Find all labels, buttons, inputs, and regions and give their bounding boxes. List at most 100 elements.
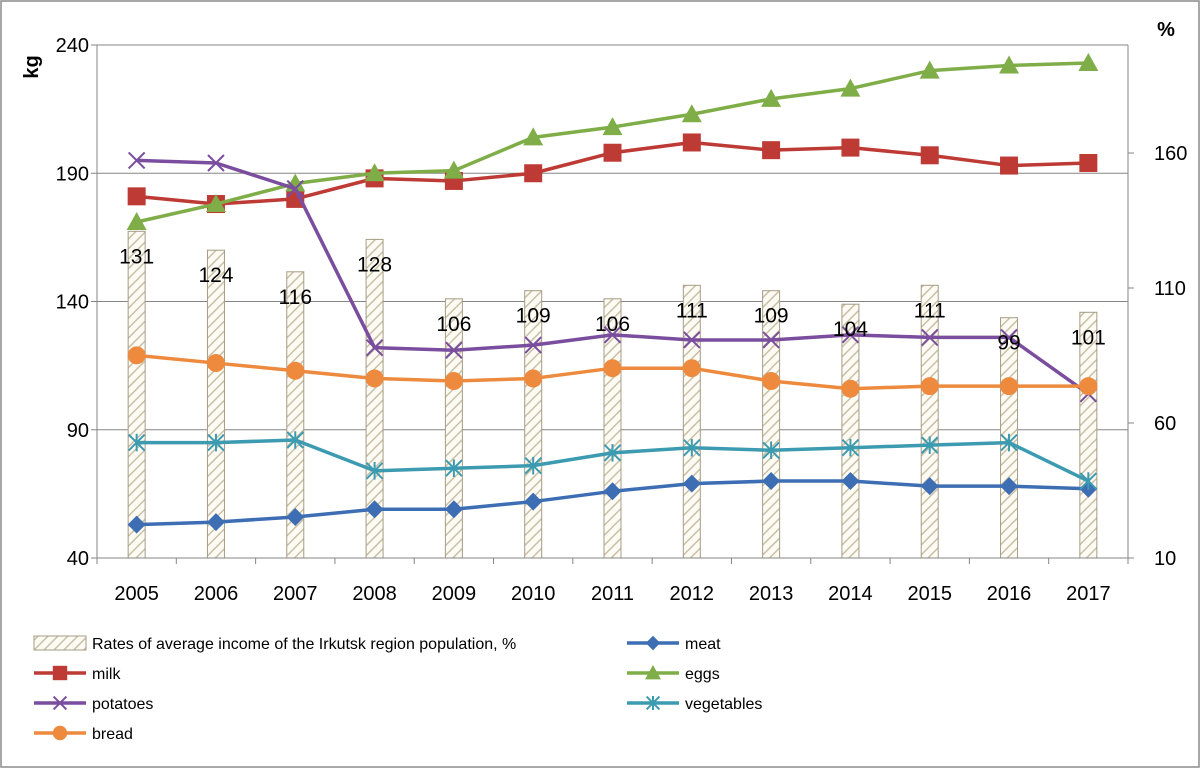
x-tick-label: 2017 bbox=[1066, 583, 1111, 605]
circle-marker bbox=[682, 359, 701, 378]
x-tick-label: 2014 bbox=[828, 583, 873, 605]
x-marker-stroke bbox=[683, 331, 701, 349]
left-tick-label: 140 bbox=[56, 292, 89, 314]
square-marker bbox=[52, 665, 68, 681]
diamond-marker bbox=[762, 472, 781, 491]
circle-marker bbox=[444, 372, 463, 391]
x-marker bbox=[762, 331, 780, 349]
x-marker-stroke bbox=[524, 336, 542, 354]
diamond-marker bbox=[524, 492, 543, 511]
bar bbox=[127, 230, 146, 559]
bar bbox=[762, 290, 781, 559]
x-tick-label: 2008 bbox=[352, 583, 397, 605]
triangle-marker bbox=[840, 78, 861, 97]
square-marker bbox=[920, 146, 939, 165]
legend-label: Rates of average income of the Irkutsk r… bbox=[92, 636, 516, 653]
triangle-marker bbox=[999, 55, 1020, 74]
legend-label: bread bbox=[92, 726, 133, 743]
x-marker-stroke bbox=[127, 151, 146, 170]
diamond-marker bbox=[645, 635, 661, 651]
diamond-marker bbox=[603, 482, 622, 501]
circle-marker bbox=[286, 361, 305, 380]
circle-marker bbox=[762, 372, 781, 391]
right-tick-label: 10 bbox=[1154, 548, 1176, 570]
triangle-marker bbox=[126, 211, 147, 230]
circle-marker bbox=[206, 354, 225, 373]
legend-item: milk bbox=[34, 665, 121, 683]
legend-item: vegetables bbox=[627, 695, 762, 713]
bar bbox=[682, 284, 701, 559]
x-marker-stroke bbox=[207, 154, 225, 172]
star-marker bbox=[524, 456, 542, 475]
star-marker bbox=[207, 433, 225, 452]
square-marker bbox=[1000, 156, 1019, 175]
x-tick-label: 2012 bbox=[670, 583, 715, 605]
star-marker bbox=[365, 461, 384, 480]
bar-data-label: 111 bbox=[914, 299, 946, 322]
circle-marker bbox=[920, 377, 939, 396]
series-eggs bbox=[126, 52, 1099, 230]
left-tick-label: 40 bbox=[67, 548, 89, 570]
circle-marker bbox=[52, 725, 68, 741]
x-marker-stroke bbox=[762, 331, 780, 349]
bar bbox=[524, 290, 543, 559]
bar-data-label: 104 bbox=[833, 318, 868, 341]
right-tick-label: 110 bbox=[1154, 278, 1186, 300]
bar-data-labels: 131 124 116 128 106 109 106 111 109 104 111 99 101 bbox=[119, 245, 1106, 354]
star-marker bbox=[762, 441, 780, 460]
x-marker bbox=[445, 341, 463, 359]
bar-data-label: 131 bbox=[119, 245, 154, 268]
bar bbox=[841, 303, 860, 559]
legend: Rates of average income of the Irkutsk r… bbox=[33, 635, 762, 743]
star-marker bbox=[1000, 433, 1018, 452]
diamond-marker bbox=[682, 474, 701, 493]
legend-item: bread bbox=[34, 725, 133, 743]
diamond-marker bbox=[920, 477, 939, 496]
diamond-marker bbox=[206, 513, 225, 532]
x-marker bbox=[52, 695, 68, 711]
square-marker bbox=[524, 164, 543, 183]
x-marker-stroke bbox=[286, 179, 304, 198]
x-tick-label: 2016 bbox=[987, 583, 1032, 605]
series-vegetables bbox=[127, 431, 1098, 490]
star-marker bbox=[286, 431, 304, 449]
left-tick-label: 90 bbox=[67, 420, 89, 442]
diamond-marker bbox=[286, 507, 305, 526]
x-marker-stroke bbox=[1000, 328, 1018, 347]
triangle-marker bbox=[523, 127, 544, 146]
left-tick-label: 240 bbox=[56, 35, 89, 57]
x-tick-label: 2005 bbox=[114, 583, 159, 605]
axes: 40 90 140 190 240 10 60 110 160 2005 2006 2007 2008 2… bbox=[56, 35, 1188, 605]
diamond-marker bbox=[1000, 477, 1019, 496]
left-axis-title: kg bbox=[21, 55, 43, 78]
right-tick-label: 160 bbox=[1154, 143, 1187, 165]
x-marker bbox=[1000, 328, 1018, 347]
circle-marker bbox=[127, 346, 146, 365]
triangle-marker bbox=[681, 104, 702, 123]
bar bbox=[206, 249, 225, 559]
x-marker bbox=[286, 179, 304, 198]
line-series bbox=[126, 52, 1099, 534]
x-marker-stroke bbox=[841, 326, 860, 344]
triangle-marker bbox=[205, 194, 226, 213]
triangle-marker bbox=[364, 163, 385, 182]
x-marker bbox=[603, 326, 622, 344]
x-tick-label: 2010 bbox=[511, 583, 556, 605]
legend-label: eggs bbox=[685, 666, 720, 683]
diamond-marker bbox=[841, 472, 860, 491]
bar-series bbox=[127, 230, 1098, 559]
circle-marker bbox=[841, 379, 860, 398]
bar-data-label: 116 bbox=[279, 286, 312, 309]
circle-marker bbox=[1079, 377, 1098, 396]
x-tick-label: 2013 bbox=[749, 583, 794, 605]
bar-data-label: 106 bbox=[595, 313, 630, 336]
star-marker bbox=[1079, 472, 1098, 490]
x-tick-label: 2015 bbox=[907, 583, 952, 605]
bar-data-label: 124 bbox=[198, 264, 233, 287]
x-marker bbox=[683, 331, 701, 349]
x-marker bbox=[207, 154, 225, 172]
bar bbox=[603, 298, 622, 559]
square-marker bbox=[603, 143, 622, 162]
triangle-marker bbox=[919, 60, 940, 79]
star-marker bbox=[127, 433, 146, 452]
